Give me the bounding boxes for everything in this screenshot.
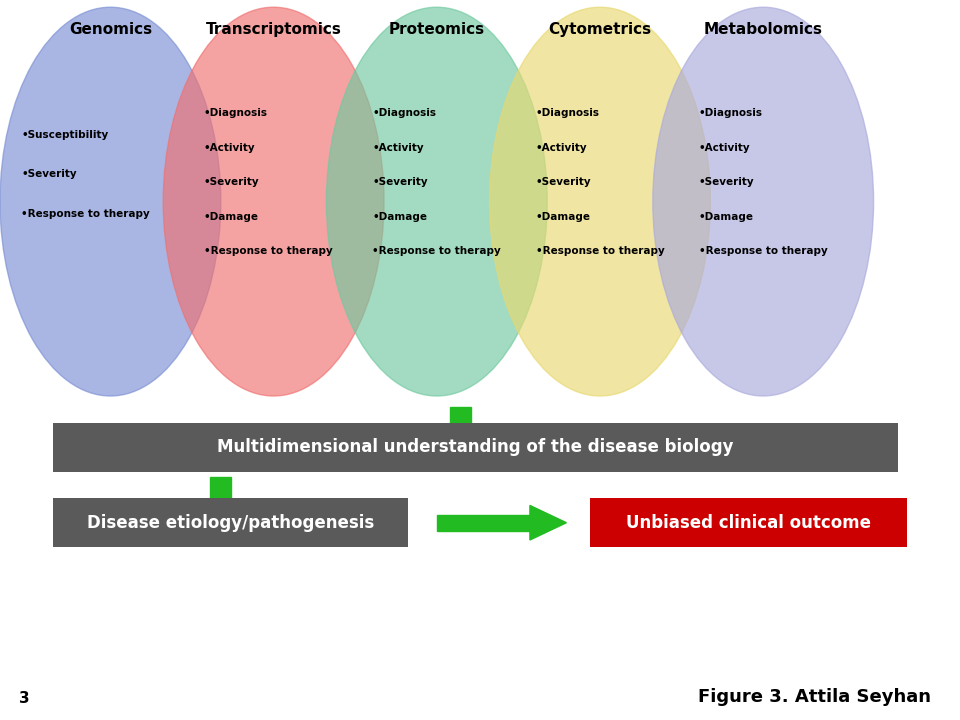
Text: •Response to therapy: •Response to therapy [204,246,332,256]
Ellipse shape [326,7,547,396]
Text: •Diagnosis: •Diagnosis [699,108,763,118]
FancyBboxPatch shape [590,498,907,547]
Ellipse shape [490,7,710,396]
Text: •Damage: •Damage [372,212,427,222]
Text: Unbiased clinical outcome: Unbiased clinical outcome [626,514,872,531]
Text: •Diagnosis: •Diagnosis [204,108,268,118]
Text: Metabolomics: Metabolomics [704,22,823,37]
Text: •Response to therapy: •Response to therapy [699,246,828,256]
Text: •Activity: •Activity [536,143,588,153]
Text: •Activity: •Activity [372,143,424,153]
Text: Transcriptomics: Transcriptomics [205,22,342,37]
Text: •Severity: •Severity [204,177,259,187]
Text: •Response to therapy: •Response to therapy [536,246,664,256]
FancyBboxPatch shape [53,498,408,547]
Text: •Susceptibility: •Susceptibility [21,130,108,140]
Text: •Damage: •Damage [536,212,590,222]
Text: •Damage: •Damage [204,212,258,222]
Text: Figure 3. Attila Seyhan: Figure 3. Attila Seyhan [698,688,931,706]
Text: •Severity: •Severity [21,169,77,179]
Text: •Severity: •Severity [536,177,591,187]
Text: •Diagnosis: •Diagnosis [536,108,600,118]
Ellipse shape [653,7,874,396]
Text: •Activity: •Activity [699,143,751,153]
Text: •Severity: •Severity [372,177,428,187]
Polygon shape [438,433,484,454]
Text: Genomics: Genomics [69,22,152,37]
Text: •Severity: •Severity [699,177,755,187]
Text: •Response to therapy: •Response to therapy [372,246,501,256]
Ellipse shape [0,7,221,396]
FancyBboxPatch shape [53,423,898,472]
Text: 3: 3 [19,690,30,706]
Text: Cytometrics: Cytometrics [548,22,652,37]
Polygon shape [530,505,566,540]
Bar [210,477,231,503]
Bar [450,407,471,433]
Text: •Activity: •Activity [204,143,255,153]
Ellipse shape [163,7,384,396]
Text: •Response to therapy: •Response to therapy [21,209,150,219]
Text: Multidimensional understanding of the disease biology: Multidimensional understanding of the di… [217,438,733,456]
Text: Disease etiology/pathogenesis: Disease etiology/pathogenesis [86,514,374,531]
Bar [437,515,530,531]
Text: •Damage: •Damage [699,212,754,222]
Text: •Diagnosis: •Diagnosis [372,108,437,118]
Text: Proteomics: Proteomics [389,22,485,37]
Polygon shape [198,503,244,523]
